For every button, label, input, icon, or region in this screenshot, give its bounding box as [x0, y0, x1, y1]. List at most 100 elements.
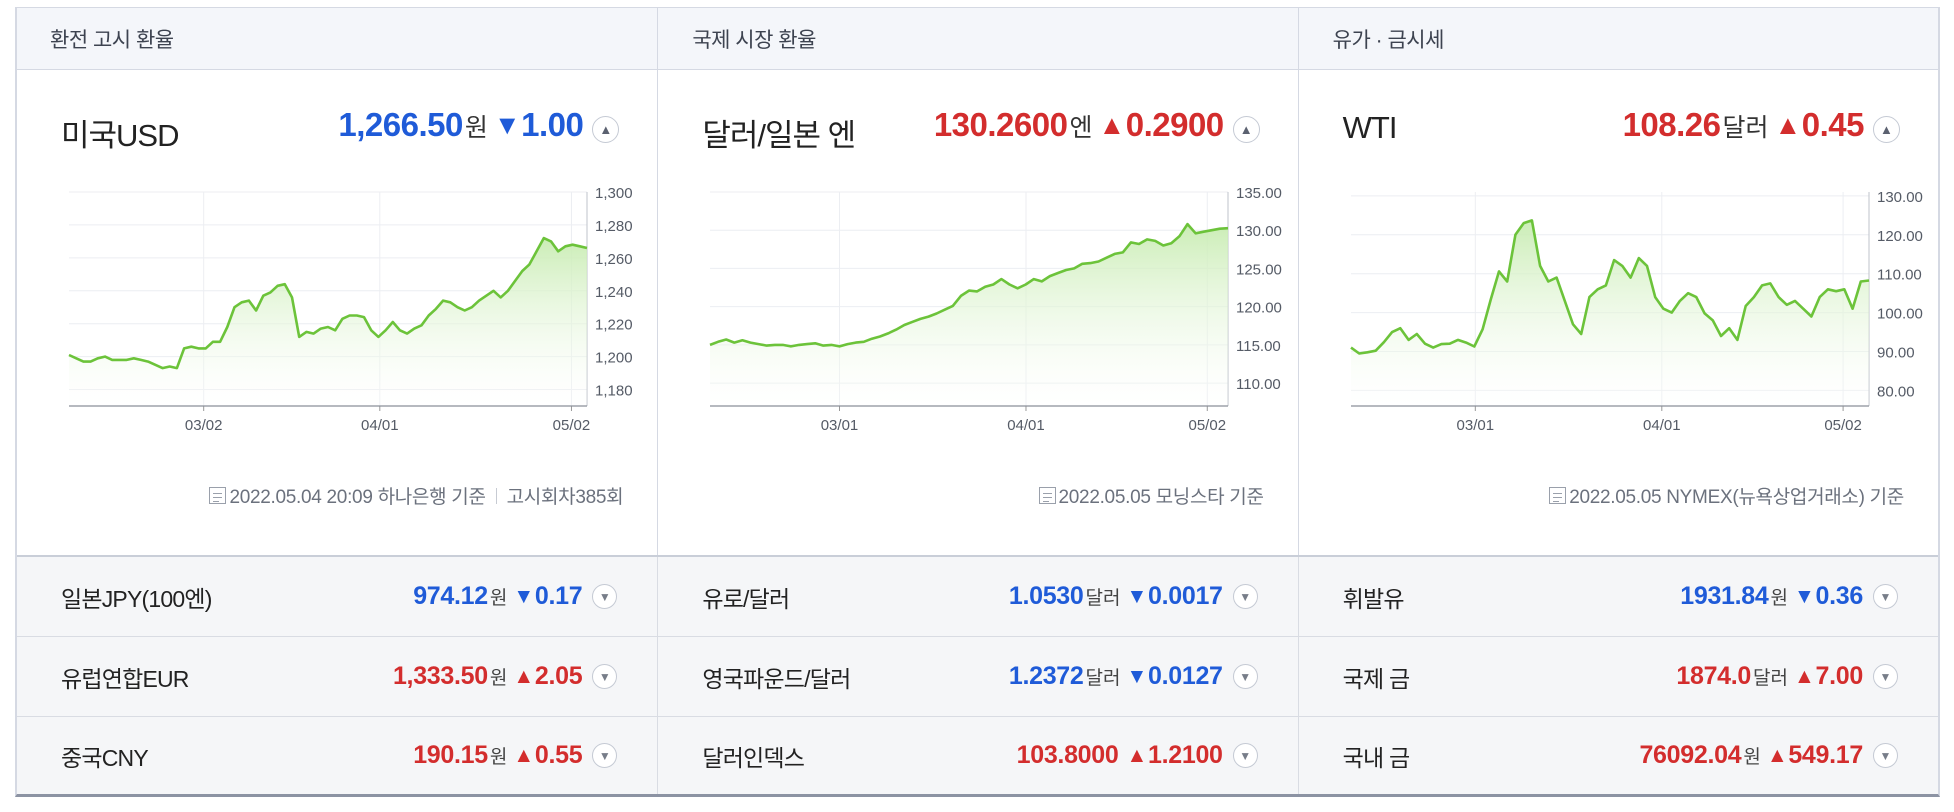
rate-item-gbp-usd[interactable]: 영국파운드/달러 1.2372 달러 ▼0.0127 ▼ — [657, 637, 1297, 716]
series-area — [710, 224, 1229, 406]
rate-name: 휘발유 — [1342, 585, 1405, 612]
panel-value: 108.26 — [1622, 106, 1721, 143]
y-tick-label: 115.00 — [1236, 338, 1281, 355]
y-tick-label: 1,180 — [595, 383, 633, 400]
rate-unit: 달러 — [1085, 668, 1121, 689]
panel-quote: 1,266.50 원 ▼1.00 — [338, 106, 583, 144]
market-board: 환전 고시 환율 국제 시장 환율 유가 · 금시세 미국USD 1,266.5… — [15, 7, 1940, 797]
rate-unit: 원 — [489, 588, 508, 609]
panel-unit: 달러 — [1722, 114, 1769, 142]
rate-value: 1.2372 — [1008, 662, 1084, 690]
expand-chevron-down-icon[interactable]: ▼ — [1872, 584, 1898, 609]
panel-change-value: 1.00 — [521, 106, 584, 143]
y-tick-label: 120.00 — [1877, 228, 1923, 245]
rate-change-value: 0.36 — [1815, 582, 1864, 610]
collapse-chevron-up-icon[interactable]: ▲ — [592, 116, 620, 143]
expand-chevron-down-icon[interactable]: ▼ — [592, 584, 618, 609]
panel-title: 달러/일본 엔 — [702, 118, 856, 153]
divider — [495, 487, 497, 504]
down-arrow-icon: ▼ — [493, 110, 521, 140]
rate-quote: 190.15 원 ▲0.55 — [413, 741, 582, 770]
rate-value: 1874.0 — [1676, 662, 1752, 690]
expand-chevron-down-icon[interactable]: ▼ — [592, 664, 618, 689]
rate-value: 1931.84 — [1680, 582, 1769, 610]
rate-change: ▼0.0017 — [1126, 582, 1222, 611]
document-icon — [1038, 487, 1056, 504]
rate-change: ▲2.05 — [513, 662, 582, 691]
rate-row: 일본JPY(100엔) 974.12 원 ▼0.17 ▼ 유로/달러 1.053… — [17, 557, 1938, 637]
expand-chevron-down-icon[interactable]: ▼ — [1232, 743, 1258, 768]
up-arrow-icon: ▲ — [513, 665, 534, 688]
panel-change: ▲0.2900 — [1098, 106, 1224, 144]
rate-change-value: 7.00 — [1815, 662, 1864, 690]
header-oil-gold: 유가 · 금시세 — [1297, 8, 1938, 69]
up-arrow-icon: ▲ — [1766, 744, 1788, 767]
panel-change-value: 0.2900 — [1125, 106, 1224, 143]
rate-quote: 76092.04 원 ▲549.17 — [1639, 741, 1863, 770]
rate-unit: 원 — [1743, 747, 1761, 768]
panel-change: ▼1.00 — [493, 106, 584, 144]
x-tick-label: 04/01 — [361, 417, 399, 430]
down-arrow-icon: ▼ — [513, 585, 534, 608]
panel-footnote: 2022.05.04 20:09 하나은행 기준 고시회차385회 — [209, 482, 624, 509]
y-tick-label: 1,260 — [595, 251, 633, 268]
rate-item-domestic-gold[interactable]: 국내 금 76092.04 원 ▲549.17 ▼ — [1297, 717, 1938, 794]
y-tick-label: 80.00 — [1877, 383, 1915, 400]
rate-change: ▼0.17 — [513, 582, 582, 611]
y-tick-label: 110.00 — [1236, 376, 1281, 393]
rate-item-jpy[interactable]: 일본JPY(100엔) 974.12 원 ▼0.17 ▼ — [17, 557, 657, 636]
panel-usd[interactable]: 미국USD 1,266.50 원 ▼1.00 ▲ 1,300 1,280 1,260… — [17, 70, 657, 555]
rate-quote: 1.0530 달러 ▼0.0017 — [1009, 582, 1223, 611]
note-date: 2022.05.05 NYMEX(뉴욕상업거래소) 기준 — [1569, 487, 1904, 508]
rate-change-value: 0.0127 — [1147, 662, 1223, 690]
rate-item-dollar-index[interactable]: 달러인덱스 103.8000 ▲1.2100 ▼ — [657, 717, 1297, 794]
rate-item-eur[interactable]: 유럽연합EUR 1,333.50 원 ▲2.05 ▼ — [17, 637, 657, 716]
expand-chevron-down-icon[interactable]: ▼ — [1232, 584, 1258, 609]
y-tick-label: 125.00 — [1236, 261, 1282, 278]
panel-quote: 130.2600 엔 ▲0.2900 — [934, 106, 1224, 144]
rate-item-intl-gold[interactable]: 국제 금 1874.0 달러 ▲7.00 ▼ — [1297, 637, 1938, 716]
header-international-rate: 국제 시장 환율 — [657, 8, 1297, 69]
series-area — [1350, 220, 1869, 406]
rate-value: 974.12 — [413, 582, 488, 610]
panel-title: 미국USD — [61, 118, 179, 153]
rate-name: 국내 금 — [1342, 744, 1410, 771]
rate-unit: 원 — [489, 747, 508, 768]
y-tick-label: 120.00 — [1236, 300, 1282, 317]
collapse-chevron-up-icon[interactable]: ▲ — [1872, 116, 1900, 143]
section-header-row: 환전 고시 환율 국제 시장 환율 유가 · 금시세 — [17, 7, 1938, 70]
expand-chevron-down-icon[interactable]: ▼ — [1232, 664, 1258, 689]
rate-change: ▲0.55 — [513, 741, 582, 770]
rate-change-value: 0.55 — [534, 741, 583, 769]
chart-svg: 130.00 120.00 110.00 100.00 90.00 80.00 03/01 0… — [1349, 189, 1923, 430]
up-arrow-icon: ▲ — [513, 744, 534, 767]
rate-value: 103.8000 — [1016, 741, 1119, 769]
rate-name: 일본JPY(100엔) — [61, 585, 212, 612]
rate-name: 영국파운드/달러 — [702, 665, 851, 692]
rate-change-value: 2.05 — [534, 662, 583, 690]
y-tick-label: 130.00 — [1236, 223, 1282, 240]
down-arrow-icon: ▼ — [1794, 585, 1815, 608]
rate-change-value: 549.17 — [1788, 741, 1863, 769]
chart-wti: 130.00 120.00 110.00 100.00 90.00 80.00 03/01 0… — [1299, 170, 1940, 430]
panel-wti[interactable]: WTI 108.26 달러 ▲0.45 ▲ 130.00 120.00 110.00… — [1297, 70, 1940, 555]
x-tick-label: 05/02 — [1824, 417, 1862, 430]
rate-item-cny[interactable]: 중국CNY 190.15 원 ▲0.55 ▼ — [17, 717, 657, 794]
series-line — [1349, 219, 1869, 355]
rate-value: 1,333.50 — [392, 662, 488, 690]
up-arrow-icon: ▲ — [1126, 744, 1147, 767]
up-arrow-icon: ▲ — [1098, 110, 1125, 140]
rate-item-gasoline[interactable]: 휘발유 1931.84 원 ▼0.36 ▼ — [1297, 557, 1938, 636]
rate-item-eur-usd[interactable]: 유로/달러 1.0530 달러 ▼0.0017 ▼ — [657, 557, 1297, 636]
expand-chevron-down-icon[interactable]: ▼ — [1872, 743, 1898, 768]
expand-chevron-down-icon[interactable]: ▼ — [592, 743, 618, 768]
document-icon — [1549, 487, 1567, 504]
expand-chevron-down-icon[interactable]: ▼ — [1872, 664, 1898, 689]
rate-change: ▼0.36 — [1794, 582, 1863, 611]
y-tick-label: 100.00 — [1877, 306, 1923, 323]
featured-panels: 미국USD 1,266.50 원 ▼1.00 ▲ 1,300 1,280 1,260… — [17, 70, 1938, 555]
down-arrow-icon: ▼ — [1126, 665, 1147, 688]
collapse-chevron-up-icon[interactable]: ▲ — [1232, 116, 1260, 143]
y-tick-label: 130.00 — [1877, 189, 1923, 206]
panel-usd-jpy[interactable]: 달러/일본 엔 130.2600 엔 ▲0.2900 ▲ 135.00 130.0… — [657, 70, 1297, 555]
